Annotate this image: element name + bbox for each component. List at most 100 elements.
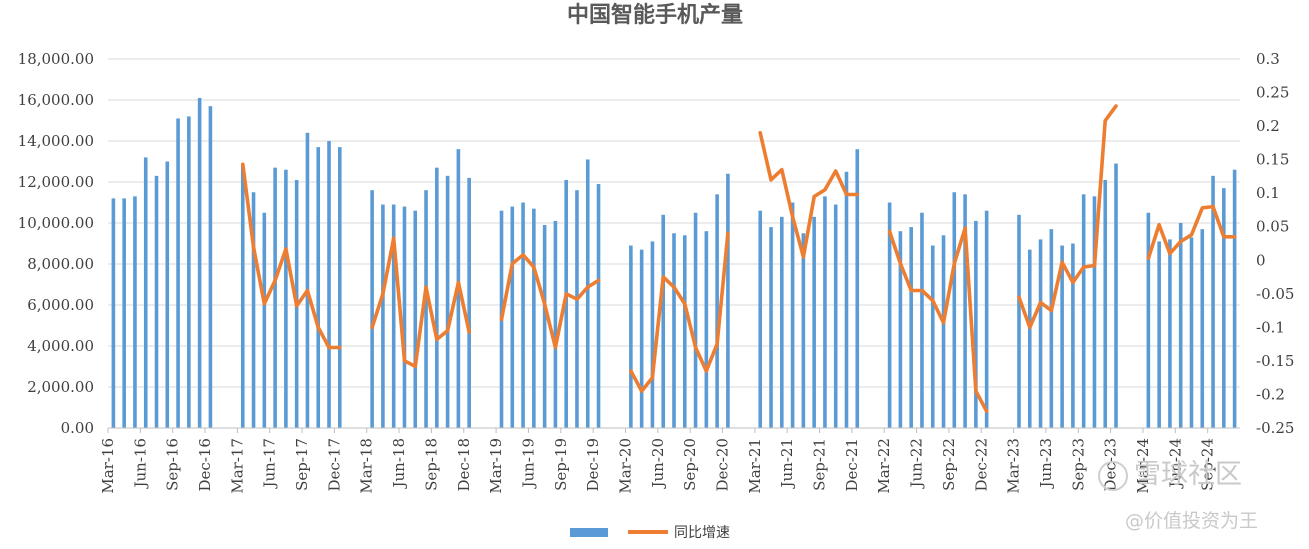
y-left-tick-label: 2,000.00 <box>27 378 94 396</box>
bar <box>1232 169 1237 428</box>
bar <box>187 116 191 429</box>
bar <box>305 132 310 429</box>
bar <box>585 159 590 428</box>
x-tick-label: Dec-21 <box>843 438 861 491</box>
legend-line-label: 同比增速 <box>674 525 730 541</box>
series-line <box>629 231 730 393</box>
x-tick-label: Mar-18 <box>358 438 376 494</box>
x-tick-label: Sep-21 <box>811 438 829 491</box>
bar <box>704 231 709 428</box>
bar <box>122 198 126 428</box>
bar <box>381 204 385 428</box>
y-right-tick-label: -0.05 <box>1256 285 1294 303</box>
bar <box>575 190 579 428</box>
bar <box>844 171 849 428</box>
x-tick-label: Mar-16 <box>99 438 117 494</box>
y-right-tick-label: -0.15 <box>1256 352 1294 370</box>
y-right-tick-label: -0.2 <box>1256 385 1285 403</box>
x-tick-label: Jun-18 <box>390 438 408 490</box>
bar <box>726 173 730 428</box>
bar <box>1092 196 1097 428</box>
x-tick-label: Sep-22 <box>940 438 958 491</box>
bar <box>327 141 331 428</box>
bar <box>1168 239 1172 428</box>
x-tick-label: Dec-22 <box>972 438 990 491</box>
bar <box>909 227 913 428</box>
bar <box>1189 237 1194 428</box>
bar <box>553 220 558 428</box>
bar <box>823 196 827 428</box>
bar <box>1027 249 1032 428</box>
bar <box>370 190 374 428</box>
x-tick-label: Sep-18 <box>422 438 440 491</box>
bar <box>337 147 342 428</box>
x-tick-label: Dec-20 <box>714 438 732 491</box>
bar <box>1017 214 1021 428</box>
bar <box>984 210 989 428</box>
y-left-tick-label: 12,000.00 <box>18 173 94 191</box>
y-left-tick-label: 18,000.00 <box>18 50 94 68</box>
line-series <box>241 104 1237 414</box>
watermark-author: @价值投资为王 <box>1125 510 1259 532</box>
bar <box>564 179 568 428</box>
y-left-tick-label: 4,000.00 <box>27 337 94 355</box>
bar <box>930 245 935 428</box>
x-tick-label: Jun-16 <box>131 438 149 490</box>
x-tick-label: Dec-19 <box>584 438 602 491</box>
bar <box>974 220 978 428</box>
bar <box>920 212 924 428</box>
y-right-tick-label: 0.3 <box>1256 50 1280 68</box>
bar <box>1103 179 1108 428</box>
x-tick-label: Mar-17 <box>228 438 246 494</box>
bar <box>672 233 676 428</box>
bar <box>790 202 795 428</box>
bar <box>769 227 773 428</box>
bar <box>801 233 806 428</box>
y-left-tick-label: 16,000.00 <box>18 91 94 109</box>
bar <box>1049 229 1054 428</box>
x-tick-label: Sep-24 <box>1199 438 1217 491</box>
y-right-tick-label: 0.1 <box>1256 184 1280 202</box>
bar <box>682 235 687 428</box>
bar <box>435 167 439 428</box>
y-left-tick-label: 10,000.00 <box>18 214 94 232</box>
bar <box>887 202 892 428</box>
y-right-tick-label: 0.05 <box>1256 218 1289 236</box>
bar <box>111 198 116 428</box>
y-left-tick-label: 0.00 <box>61 419 94 437</box>
y-left-tick-label: 6,000.00 <box>27 296 94 314</box>
x-tick-label: Mar-20 <box>616 438 634 494</box>
bar <box>758 210 763 428</box>
y-left-tick-label: 14,000.00 <box>18 132 94 150</box>
bar <box>532 208 536 428</box>
bar <box>510 206 515 428</box>
x-tick-label: Jun-22 <box>908 438 926 490</box>
bar <box>629 245 633 428</box>
bar <box>898 231 903 428</box>
x-tick-label: Jun-23 <box>1037 438 1055 490</box>
bar <box>1200 229 1205 428</box>
legend: 同比增速 <box>570 525 730 541</box>
bar <box>780 216 784 428</box>
bar <box>154 175 159 428</box>
bar <box>176 118 180 428</box>
bar-series <box>111 97 1237 429</box>
x-tick-label: Jun-19 <box>519 438 537 490</box>
bar <box>1178 223 1183 428</box>
x-tick-label: Sep-17 <box>293 438 311 491</box>
watermark-brand-text: 雪球社区 <box>1134 459 1242 490</box>
bar <box>693 212 698 428</box>
bar <box>424 190 428 428</box>
bar <box>1060 245 1064 428</box>
y-right-tick-label: 0.25 <box>1256 84 1289 102</box>
x-tick-label: Mar-22 <box>875 438 893 494</box>
legend-bar-swatch <box>570 528 608 537</box>
bar <box>413 210 418 428</box>
y-right-tick-label: 0 <box>1256 251 1266 269</box>
bar <box>1146 212 1151 428</box>
bar <box>1222 188 1226 428</box>
series-line <box>241 162 342 350</box>
x-tick-label: Jun-24 <box>1166 438 1184 490</box>
x-tick-label: Mar-24 <box>1134 438 1152 494</box>
